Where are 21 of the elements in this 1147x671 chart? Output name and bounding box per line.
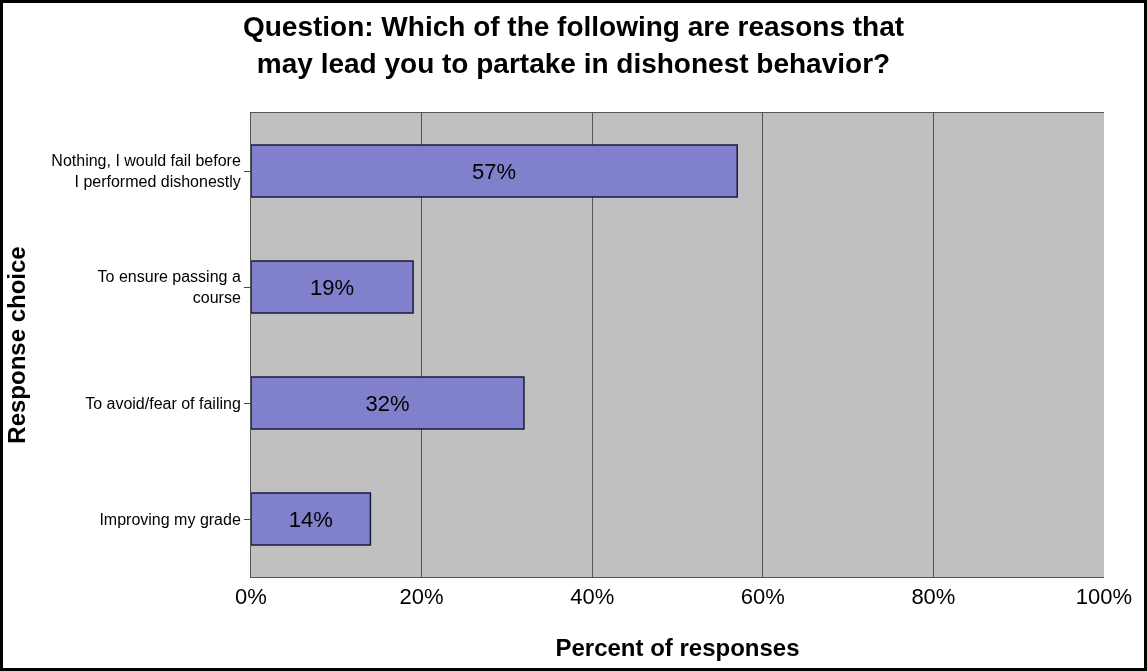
y-tick-label: Improving my grade — [99, 510, 241, 528]
data-label: 32% — [365, 390, 410, 416]
bar — [251, 376, 525, 430]
data-label: 19% — [310, 274, 355, 300]
data-label: 14% — [288, 506, 333, 532]
data-label: 57% — [472, 158, 517, 184]
x-tick-label: 0% — [235, 584, 267, 610]
bar — [251, 492, 372, 546]
x-axis-title: Percent of responses — [555, 633, 800, 661]
chart-title: Question: Which of the following are reasons that may lead you to partake in dishonest behavior? — [242, 11, 905, 79]
bar — [251, 260, 414, 314]
x-tick-label: 100% — [1075, 584, 1133, 610]
x-tick-label: 40% — [570, 584, 615, 610]
y-axis-title: Response choice — [3, 246, 30, 444]
y-tick-label: Nothing, I would fail before I performed dishonestly — [51, 152, 241, 190]
x-tick-label: 80% — [911, 584, 956, 610]
bar — [251, 144, 738, 198]
y-tick-label: To ensure passing a course — [97, 268, 241, 306]
x-tick-label: 20% — [399, 584, 444, 610]
y-tick-label: To avoid/fear of failing — [85, 394, 241, 412]
x-tick-label: 60% — [740, 584, 785, 610]
